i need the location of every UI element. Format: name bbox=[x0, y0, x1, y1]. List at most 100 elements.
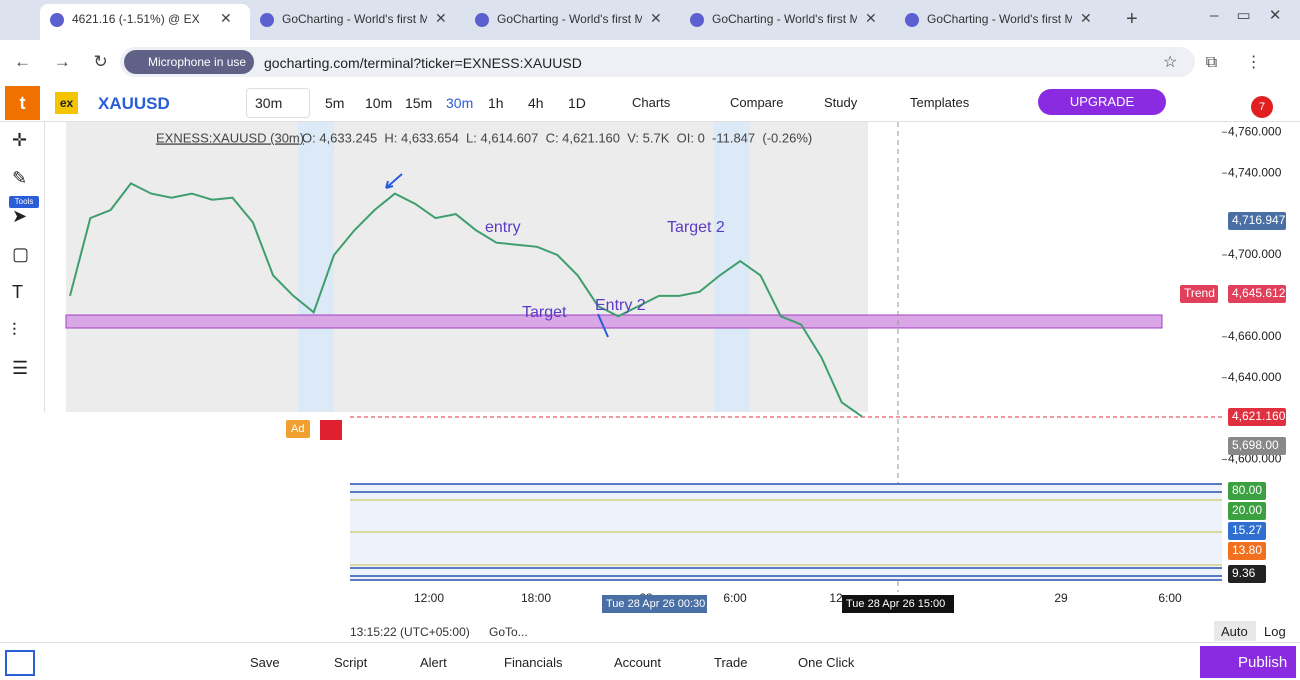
oscillator-label-bg bbox=[1228, 482, 1266, 500]
publish-button[interactable]: Publish bbox=[1200, 646, 1296, 678]
ad-label[interactable]: Ad bbox=[291, 423, 304, 435]
tab-title[interactable]: GoCharting - World's first M bbox=[927, 12, 1072, 26]
tool-icon[interactable]: ⫶ bbox=[12, 320, 17, 340]
interval-dropdown[interactable]: 30m bbox=[246, 88, 310, 118]
price-label: 5,698.00 bbox=[1232, 438, 1279, 452]
window-controls[interactable]: – ▭ ✕ bbox=[1210, 7, 1282, 24]
y-tick-label: 4,740.000 bbox=[1228, 165, 1282, 179]
crosshair-tag bbox=[842, 595, 954, 613]
oscillator-label: 80.00 bbox=[1232, 483, 1262, 497]
annotation: Entry 2 bbox=[595, 297, 646, 314]
x-tick-label: 12:00 bbox=[414, 591, 444, 605]
nav-buttons[interactable]: ← → ↻ bbox=[14, 52, 108, 71]
badge[interactable]: 7 bbox=[1251, 96, 1273, 118]
toolbar-button[interactable]: Templates bbox=[910, 95, 970, 110]
interval-option[interactable]: 1D bbox=[568, 95, 586, 111]
toolbar-button[interactable]: Compare bbox=[730, 95, 784, 110]
active-tab[interactable] bbox=[40, 4, 250, 40]
interval-option[interactable]: 10m bbox=[365, 95, 393, 111]
bottom-button[interactable]: Save bbox=[250, 655, 280, 670]
url[interactable]: gocharting.com/terminal?ticker=EXNESS:XA… bbox=[264, 55, 582, 71]
ad-tag[interactable] bbox=[286, 420, 310, 438]
x-tick-label: 18:00 bbox=[521, 591, 551, 605]
x-tick-label: 6:00 bbox=[1158, 591, 1182, 605]
tool-icon[interactable]: ✛ bbox=[12, 130, 28, 150]
interval-option[interactable]: 4h bbox=[528, 95, 544, 111]
tool-icon[interactable]: ✎ bbox=[12, 168, 28, 188]
bottom-button[interactable]: Alert bbox=[420, 655, 447, 670]
ad-close[interactable] bbox=[320, 420, 342, 440]
bottom-button[interactable]: Script bbox=[334, 655, 368, 670]
bottom-button[interactable]: Account bbox=[614, 655, 661, 670]
price-label: 4,716.947 bbox=[1232, 213, 1286, 227]
browser-icons[interactable]: ☆ ⧉ ⋮ bbox=[1163, 54, 1262, 71]
y-tick-label: 4,700.000 bbox=[1228, 247, 1282, 261]
left-panel bbox=[0, 122, 45, 412]
status-row bbox=[0, 620, 1300, 642]
y-tick-label: 4,760.000 bbox=[1228, 124, 1282, 138]
tab-title[interactable]: GoCharting - World's first M bbox=[497, 12, 642, 26]
tab-title[interactable]: GoCharting - World's first M bbox=[282, 12, 427, 26]
x-tick-label: 12 bbox=[829, 591, 843, 605]
interval-option[interactable]: 5m bbox=[325, 95, 345, 111]
tab-close[interactable]: ✕ bbox=[220, 10, 232, 26]
bottom-button[interactable]: Trade bbox=[714, 655, 748, 670]
tool-icon[interactable]: ➤ bbox=[12, 206, 28, 226]
tool-icon[interactable]: ☰ bbox=[12, 358, 29, 378]
y-tick-label: 4,640.000 bbox=[1228, 370, 1282, 384]
interval-option[interactable]: 30m bbox=[446, 95, 474, 111]
bottom-bar bbox=[0, 642, 1300, 680]
exchange-logo: ex bbox=[55, 92, 78, 114]
annotation: Target 2 bbox=[667, 219, 725, 236]
bottom-button[interactable]: Financials bbox=[504, 655, 563, 670]
status-time: 13:15:22 (UTC+05:00) bbox=[350, 625, 470, 639]
auto-button[interactable]: Auto bbox=[1214, 621, 1256, 641]
interval-option[interactable]: 15m bbox=[405, 95, 433, 111]
tool-icon[interactable]: ▢ bbox=[12, 244, 30, 264]
price-label: 4,645.612 bbox=[1232, 286, 1286, 300]
symbol[interactable]: XAUUSD bbox=[98, 94, 170, 113]
toolbar-button[interactable]: Study bbox=[824, 95, 858, 110]
oscillator-label-bg bbox=[1228, 565, 1266, 583]
status-goto[interactable]: GoTo... bbox=[489, 625, 528, 639]
annotation: Target bbox=[522, 304, 567, 321]
oscillator-label-bg bbox=[1228, 542, 1266, 560]
x-tick-label: 6:00 bbox=[723, 591, 747, 605]
crosshair-tag bbox=[602, 595, 707, 613]
y-tick-label: 4,660.000 bbox=[1228, 329, 1282, 343]
layout-button[interactable] bbox=[5, 650, 35, 676]
upgrade-button[interactable]: UPGRADE bbox=[1038, 89, 1166, 115]
address-field[interactable] bbox=[120, 47, 1195, 77]
tab-favicon bbox=[690, 13, 704, 27]
tab-title[interactable]: 4621.16 (-1.51%) @ EX bbox=[72, 12, 200, 26]
oscillator-label-bg bbox=[1228, 522, 1266, 540]
price-label-bg bbox=[1228, 212, 1286, 230]
price-axis bbox=[1222, 122, 1300, 592]
mic-pill[interactable]: Microphone in use bbox=[124, 50, 254, 74]
tab-favicon bbox=[50, 13, 64, 27]
price-label: 4,621.160 bbox=[1232, 409, 1286, 423]
tab-close[interactable]: ✕ bbox=[1080, 10, 1092, 26]
tab-close[interactable]: ✕ bbox=[650, 10, 662, 26]
log-button[interactable]: Log bbox=[1264, 624, 1286, 639]
tab-favicon bbox=[475, 13, 489, 27]
tool-icon[interactable]: T bbox=[12, 282, 23, 302]
tab-close[interactable]: ✕ bbox=[435, 10, 447, 26]
toolbar-button[interactable]: Charts bbox=[632, 95, 671, 110]
logo[interactable]: t bbox=[5, 86, 40, 120]
zone bbox=[65, 314, 1163, 329]
session-highlight bbox=[298, 122, 334, 412]
price-label-bg bbox=[1228, 408, 1286, 426]
oscillator-label: 20.00 bbox=[1232, 503, 1262, 517]
new-tab[interactable]: + bbox=[1126, 8, 1138, 30]
oscillator-label: 15.27 bbox=[1232, 523, 1262, 537]
crosshair-label: Tue 28 Apr 26 15:00 bbox=[846, 598, 945, 610]
price-line bbox=[69, 182, 863, 418]
tab-close[interactable]: ✕ bbox=[865, 10, 877, 26]
bottom-button[interactable]: One Click bbox=[798, 655, 855, 670]
tab-favicon bbox=[260, 13, 274, 27]
tab-title[interactable]: GoCharting - World's first M bbox=[712, 12, 857, 26]
crosshair-label: Tue 28 Apr 26 00:30 bbox=[606, 598, 705, 610]
interval-option[interactable]: 1h bbox=[488, 95, 504, 111]
